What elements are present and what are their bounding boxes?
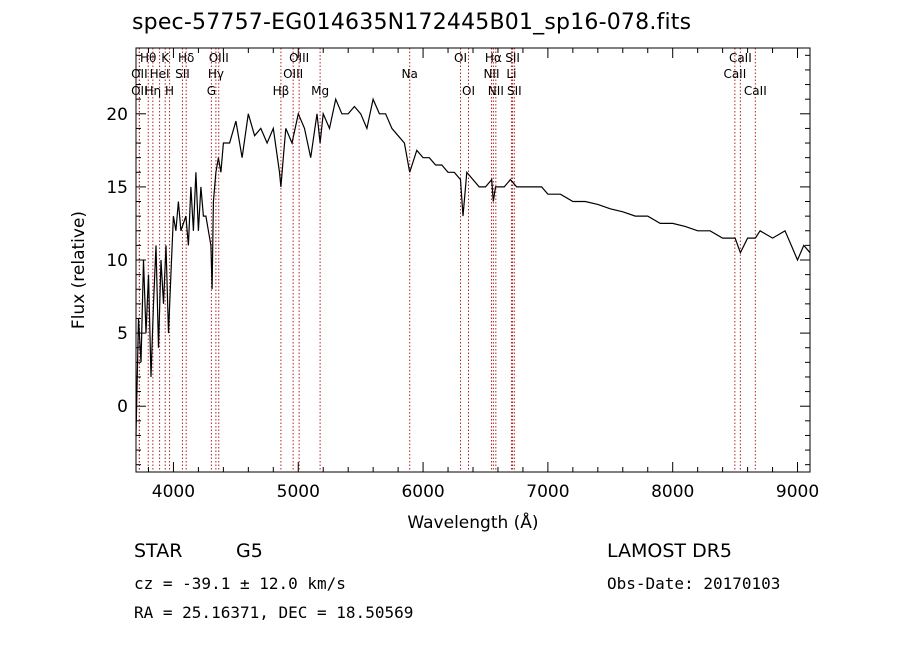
line-label-hη: Hη	[145, 84, 162, 98]
line-label-hγ: Hγ	[208, 67, 224, 81]
line-label-nii: NII	[488, 84, 504, 98]
y-tick-label: 15	[106, 178, 128, 198]
line-label-g: G	[207, 84, 216, 98]
line-label-oiii: OIII	[283, 67, 303, 81]
line-label-h: H	[165, 84, 174, 98]
chart-title: spec-57757-EG014635N172445B01_sp16-078.f…	[132, 10, 692, 35]
y-axis-label: Flux (relative)	[69, 211, 89, 329]
redshift-velocity: cz = -39.1 ± 12.0 km/s	[134, 574, 346, 593]
line-label-k: K	[161, 51, 170, 65]
line-label-na: Na	[402, 67, 418, 81]
x-tick-label: 6000	[401, 482, 444, 502]
line-label-oiii: OIII	[289, 51, 309, 65]
line-label-hα: Hα	[485, 51, 502, 65]
x-axis-label: Wavelength (Å)	[407, 511, 538, 533]
spectrum-line	[135, 97, 811, 436]
x-tick-label: 5000	[277, 482, 320, 502]
line-label-oi: OI	[454, 51, 467, 65]
line-label-hδ: Hδ	[178, 51, 194, 65]
object-subclass: G5	[236, 540, 263, 562]
spectral-line-markers	[138, 48, 756, 472]
line-label-li: Li	[506, 67, 516, 81]
x-tick-label: 4000	[152, 482, 195, 502]
y-tick-label: 10	[106, 251, 128, 271]
y-axis-ticks: 0 5 10 15 20	[106, 54, 810, 466]
line-label-hei: HeI	[150, 67, 170, 81]
line-label-oiii: OIII	[209, 51, 229, 65]
line-label-nii: NII	[483, 67, 499, 81]
plot-frame	[135, 47, 811, 473]
line-label-caii: CaII	[729, 51, 752, 65]
line-label-caii: CaII	[744, 84, 767, 98]
line-label-oii: OII	[131, 67, 148, 81]
observation-date: Obs-Date: 20170103	[607, 574, 781, 593]
y-tick-label: 5	[117, 324, 128, 344]
line-label-oi: OI	[462, 84, 475, 98]
x-tick-label: 8000	[651, 482, 694, 502]
object-class: STAR	[134, 540, 183, 562]
line-label-mg: Mg	[311, 84, 329, 98]
x-tick-label: 9000	[776, 482, 819, 502]
x-axis-ticks: 4000 5000 6000 7000 8000 9000	[147, 48, 819, 502]
line-label-sii: SII	[175, 67, 190, 81]
line-label-caii: CaII	[723, 67, 746, 81]
y-tick-label: 20	[106, 105, 128, 125]
line-label-oii: OII	[131, 84, 148, 98]
line-label-hβ: Hβ	[273, 84, 290, 98]
line-label-sii: SII	[505, 51, 520, 65]
coordinates: RA = 25.16371, DEC = 18.50569	[134, 603, 414, 622]
y-tick-label: 0	[117, 397, 128, 417]
x-tick-label: 7000	[526, 482, 569, 502]
survey-name: LAMOST DR5	[607, 540, 732, 562]
line-label-sii: SII	[507, 84, 522, 98]
line-label-hθ: Hθ	[140, 51, 156, 65]
